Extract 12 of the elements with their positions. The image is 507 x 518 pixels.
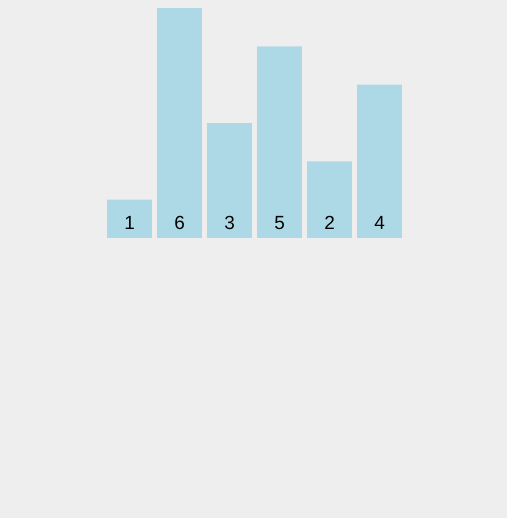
data-label: 4 xyxy=(374,213,386,234)
data-label: 2 xyxy=(324,213,335,234)
data-label: 1 xyxy=(124,213,135,234)
bar xyxy=(307,161,352,238)
data-label: 6 xyxy=(174,213,185,234)
bar xyxy=(157,8,202,238)
bar xyxy=(107,200,152,238)
bar xyxy=(357,84,402,238)
data-label: 3 xyxy=(224,213,235,234)
data-label: 5 xyxy=(274,213,285,234)
bar xyxy=(207,123,252,238)
bar xyxy=(257,46,302,238)
